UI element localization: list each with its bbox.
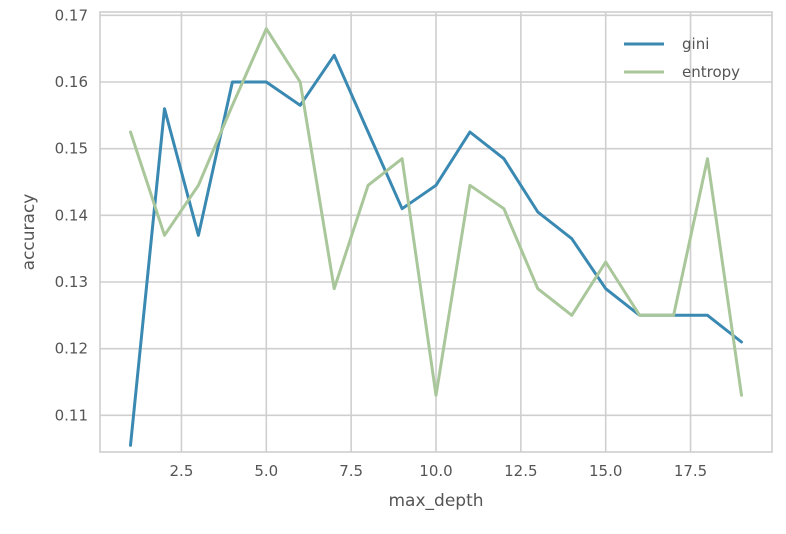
- y-tick-label: 0.11: [55, 406, 88, 424]
- x-tick-label: 7.5: [339, 462, 363, 480]
- legend-label-gini: gini: [682, 35, 709, 53]
- y-tick-label: 0.14: [55, 206, 88, 224]
- x-tick-label: 2.5: [170, 462, 194, 480]
- x-tick-label: 10.0: [419, 462, 452, 480]
- x-tick-label: 17.5: [674, 462, 707, 480]
- y-tick-label: 0.13: [55, 273, 88, 291]
- x-tick-labels: 2.5 5.0 7.5 10.0 12.5 15.0 17.5: [170, 462, 708, 480]
- series-line-entropy: [129, 27, 743, 397]
- y-axis-label: accuracy: [19, 194, 39, 271]
- y-gridlines: [100, 14, 772, 417]
- x-tick-label: 5.0: [254, 462, 278, 480]
- x-tick-label: 12.5: [504, 462, 537, 480]
- y-tick-label: 0.16: [55, 73, 88, 91]
- y-tick-label: 0.12: [55, 340, 88, 358]
- x-gridlines: [180, 12, 692, 452]
- y-tick-label: 0.15: [55, 140, 88, 158]
- y-tick-labels: 0.11 0.12 0.13 0.14 0.15 0.16 0.17: [55, 6, 88, 424]
- y-tick-label: 0.17: [55, 6, 88, 24]
- series-lines: [129, 27, 743, 447]
- x-axis-label: max_depth: [388, 491, 483, 511]
- legend-label-entropy: entropy: [682, 63, 740, 81]
- legend: gini entropy: [624, 35, 740, 81]
- x-tick-label: 15.0: [589, 462, 622, 480]
